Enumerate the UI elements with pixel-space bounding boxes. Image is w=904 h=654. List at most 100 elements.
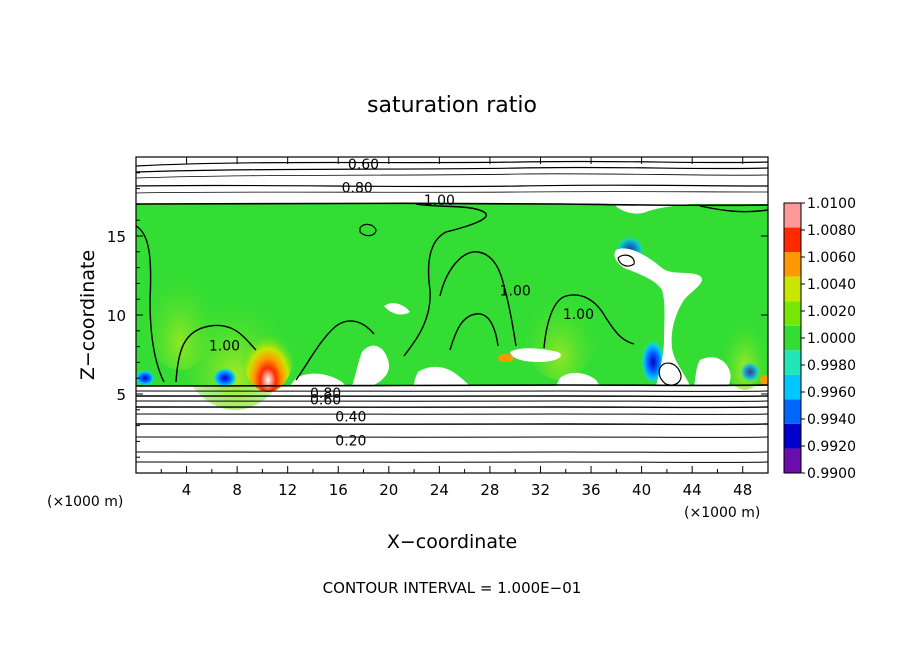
x-tick-label-16: 16 (329, 481, 348, 499)
contour-label-7: 0.60 (310, 392, 341, 408)
colorbar-label-10: 0.9900 (807, 466, 856, 482)
y-tick-label-15: 15 (107, 228, 126, 246)
contour-one-d (295, 320, 375, 381)
contour-lower-7 (136, 423, 768, 426)
colorbar-swatch-7 (784, 276, 801, 302)
dry-spot-1 (213, 368, 237, 388)
heatmap-field (136, 204, 768, 410)
y-tick-label-5: 5 (116, 386, 126, 404)
plume-soft-2 (140, 230, 220, 370)
white-patch-low3 (556, 372, 600, 386)
x-unit-left: (×1000 m) (47, 494, 123, 510)
contour-lines (136, 160, 768, 463)
colorbar-label-9: 0.9920 (807, 439, 856, 455)
white-patch-mid (352, 345, 390, 386)
plume-hot (242, 312, 294, 392)
contour-one-j (617, 254, 635, 267)
colorbar-label-0: 1.0100 (807, 196, 856, 212)
x-tick-label-24: 24 (430, 481, 449, 499)
x-tick-label-8: 8 (232, 481, 242, 499)
colorbar-swatch-4 (784, 350, 801, 375)
dry-spot-4 (136, 370, 155, 386)
colorbar-swatch-5 (784, 325, 801, 351)
contour-one-a (403, 203, 487, 357)
white-patch-low2 (694, 357, 731, 386)
x-axis-title: X−coordinate (387, 531, 517, 553)
colorbar-swatch-3 (784, 374, 801, 400)
y-axis: 5 10 15 (107, 172, 768, 458)
colorbar-swatch-6 (784, 301, 801, 326)
contour-one-f (449, 313, 499, 351)
contour-label-6: 0.80 (310, 386, 341, 402)
colorbar-label-6: 0.9980 (807, 358, 856, 374)
contour-one-h (699, 205, 768, 213)
white-patch-tower (614, 248, 703, 386)
white-patch-small (510, 348, 561, 362)
colorbar-swatch-8 (784, 252, 801, 277)
contour-one-e (439, 251, 517, 347)
colorbar: 1.0100 1.0080 1.0060 1.0040 1.0020 1.0000 0.99… (783, 196, 856, 482)
contour-upper-4 (136, 184, 768, 188)
colorbar-label-5: 1.0000 (807, 331, 856, 347)
x-unit-right: (×1000 m) (684, 505, 760, 521)
colorbar-swatch-2 (784, 399, 801, 424)
contour-interval-note: CONTOUR INTERVAL = 1.000E−01 (323, 579, 582, 597)
x-tick-label-28: 28 (480, 481, 499, 499)
colorbar-label-3: 1.0040 (807, 277, 856, 293)
colorbar-label-7: 0.9960 (807, 385, 856, 401)
x-tick-label-48: 48 (733, 481, 752, 499)
contour-upper-3 (136, 173, 768, 179)
contour-one-b (136, 225, 165, 383)
x-tick-label-32: 32 (531, 481, 550, 499)
white-patch-low1 (414, 366, 470, 386)
x-tick-label-4: 4 (182, 481, 192, 499)
y-axis-title: Z−coordinate (77, 250, 99, 380)
x-tick-label-12: 12 (278, 481, 297, 499)
contour-upper-5 (136, 191, 768, 194)
contour-lower-2 (136, 390, 768, 392)
contour-labels: 0.600.801.001.001.001.000.800.600.400.20 (209, 157, 594, 450)
contour-lower-10 (136, 461, 768, 463)
x-tick-label-40: 40 (632, 481, 651, 499)
contour-upper-1 (136, 160, 768, 167)
contour-one-i (359, 223, 377, 237)
contour-label-3: 1.00 (500, 283, 531, 299)
contour-lower-8 (136, 436, 768, 438)
contour-one-k (658, 362, 682, 386)
colorbar-swatch-10 (784, 203, 801, 228)
chart-title: saturation ratio (367, 93, 537, 118)
colorbar-swatch-0 (784, 448, 801, 473)
colorbar-swatch-9 (784, 227, 801, 253)
contour-upper-6 (136, 202, 768, 207)
contour-label-9: 0.20 (335, 433, 366, 449)
warm-spot-1 (498, 354, 514, 362)
contour-one-g (543, 294, 635, 349)
contour-label-4: 1.00 (563, 307, 594, 323)
contour-lower-1 (136, 384, 768, 387)
colorbar-label-4: 1.0020 (807, 304, 856, 320)
dry-spot-5 (740, 362, 760, 382)
x-axis: 4 8 12 16 20 24 28 32 36 40 44 48 (160, 157, 752, 499)
contour-lower-4 (136, 400, 768, 402)
white-patch-top (614, 204, 690, 214)
white-patch-low4 (290, 373, 346, 386)
contour-label-5: 1.00 (209, 339, 240, 355)
contour-lower-5 (136, 406, 768, 409)
contour-label-8: 0.40 (335, 410, 366, 426)
warm-spot-2 (760, 375, 768, 385)
contour-lower-6 (136, 413, 768, 415)
y-tick-label-10: 10 (107, 307, 126, 325)
white-patch-blob (384, 303, 410, 315)
contour-upper-2 (136, 166, 768, 173)
colorbar-label-1: 1.0080 (807, 223, 856, 239)
colorbar-label-8: 0.9940 (807, 412, 856, 428)
contour-lower-9 (136, 451, 768, 453)
x-tick-label-44: 44 (683, 481, 702, 499)
x-tick-label-20: 20 (379, 481, 398, 499)
x-tick-label-36: 36 (581, 481, 600, 499)
colorbar-swatch-1 (784, 423, 801, 449)
contour-label-2: 1.00 (424, 193, 455, 209)
colorbar-label-2: 1.0060 (807, 250, 856, 266)
contour-one-c (175, 324, 257, 383)
